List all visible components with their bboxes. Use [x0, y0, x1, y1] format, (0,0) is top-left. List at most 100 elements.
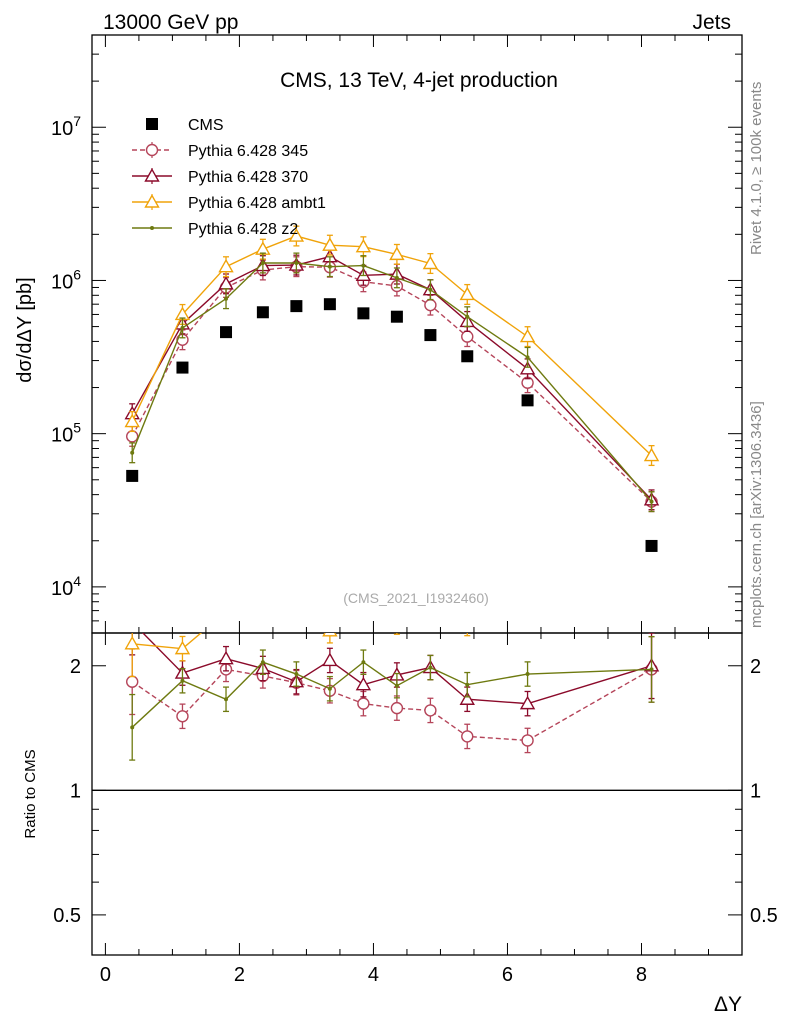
- cms-data-point: [290, 300, 303, 313]
- ratio-point-ambt1: [220, 605, 233, 617]
- point-z2: [180, 325, 185, 330]
- series-layer: [124, 225, 660, 761]
- point-ambt1: [519, 328, 536, 343]
- point-ambt1: [459, 286, 475, 301]
- cms-data-point: [323, 298, 336, 311]
- point-z2: [394, 275, 399, 280]
- ratio-y-axis-label: Ratio to CMS: [22, 749, 39, 838]
- mcplots-url-label: mcplots.cern.ch [arXiv:1306.3436]: [748, 401, 765, 628]
- legend-marker-ambt1: [144, 194, 160, 208]
- ratio-point-370: [519, 695, 536, 710]
- process-label: Jets: [692, 11, 731, 34]
- ratio-line-370: [141, 633, 652, 705]
- ratio-point-z2: [260, 660, 265, 665]
- point-ambt1: [124, 413, 140, 428]
- axis-ticks: 0 2 4 6 8 104 105 106 107 0.5 0.5 1 1 2 2: [51, 34, 778, 986]
- ratio-point-z2: [465, 682, 470, 687]
- ratio-point-370: [218, 650, 234, 665]
- ratio-point-345: [390, 701, 404, 715]
- point-ambt1: [255, 241, 271, 255]
- x-tick-label: 8: [636, 964, 647, 986]
- ratio-point-345: [126, 675, 139, 688]
- point-345: [461, 330, 474, 343]
- ratio-tick-label: 0.5: [53, 905, 81, 927]
- x-axis-label: ΔY: [714, 993, 742, 1016]
- ratio-point-ambt1: [390, 616, 403, 628]
- ratio-point-z2: [525, 672, 530, 677]
- point-z2: [525, 355, 530, 360]
- ratio-point-z2: [649, 667, 654, 672]
- ratio-line-345: [131, 668, 652, 742]
- ratio-point-370: [322, 652, 338, 667]
- cms-data-point: [390, 310, 403, 323]
- ratio-point-370: [459, 691, 475, 705]
- y-tick-label: 104: [51, 573, 81, 600]
- series-line-z2: [131, 262, 653, 503]
- legend-label-ambt1: Pythia 6.428 ambt1: [188, 195, 326, 212]
- cms-data-point: [220, 326, 233, 339]
- point-z2: [327, 264, 332, 269]
- legend-label-z2: Pythia 6.428 z2: [188, 221, 298, 238]
- cms-data-point: [521, 394, 534, 407]
- main-panel-series: [124, 225, 660, 552]
- point-z2: [224, 296, 229, 301]
- ratio-point-z2: [130, 725, 135, 730]
- ratio-point-370: [126, 616, 139, 628]
- legend-marker-cms: [146, 118, 158, 130]
- series-line-345: [131, 265, 653, 503]
- point-z2: [428, 287, 433, 292]
- cms-data-point: [176, 361, 189, 374]
- ratio-point-ambt1: [256, 612, 269, 624]
- cms-data-point: [126, 469, 139, 482]
- ratio-tick-label: 1: [70, 780, 81, 802]
- analysis-watermark: (CMS_2021_I1932460): [343, 590, 489, 606]
- ratio-point-z2: [394, 683, 399, 688]
- cms-data-point: [256, 306, 269, 319]
- ratio-point-ambt1: [124, 635, 140, 650]
- ratio-point-z2: [361, 660, 366, 665]
- point-z2: [361, 263, 366, 268]
- ratio-point-z2: [224, 697, 229, 702]
- series-line-370: [131, 255, 653, 501]
- point-ambt1: [389, 246, 405, 261]
- point-ambt1: [322, 237, 338, 251]
- ratio-panel-series: [124, 592, 660, 761]
- y-tick-label: 105: [51, 420, 81, 447]
- series-line-ambt1: [131, 235, 653, 457]
- legend: CMS Pythia 6.428 345 Pythia 6.428 370 Pythi…: [132, 117, 326, 238]
- ratio-point-345: [176, 710, 189, 723]
- point-345: [424, 298, 437, 312]
- x-tick-label: 4: [368, 964, 379, 986]
- y-axis-label: dσ/dΔY [pb]: [14, 277, 36, 382]
- ratio-point-ambt1: [521, 612, 534, 624]
- legend-marker-370: [144, 168, 160, 182]
- legend-label-370: Pythia 6.428 370: [188, 169, 308, 186]
- point-ambt1: [288, 228, 305, 242]
- point-ambt1: [643, 447, 660, 462]
- point-370: [519, 360, 536, 375]
- ratio-point-z2: [180, 678, 185, 683]
- ratio-tick-label-right: 1: [750, 780, 761, 802]
- ratio-line-z2: [131, 661, 652, 728]
- point-ambt1: [218, 258, 234, 273]
- ratio-point-ambt1: [174, 640, 191, 655]
- ratio-point-345: [424, 704, 437, 717]
- legend-marker-345: [145, 143, 159, 157]
- y-tick-label: 106: [51, 266, 81, 293]
- ratio-point-ambt1: [322, 633, 338, 637]
- point-370: [218, 275, 234, 290]
- rivet-version-label: Rivet 4.1.0, ≥ 100k events: [748, 82, 765, 255]
- point-ambt1: [422, 255, 439, 270]
- ratio-point-z2: [327, 686, 332, 691]
- ratio-point-345: [461, 730, 474, 743]
- ratio-point-345: [357, 697, 370, 710]
- cms-data-point: [357, 307, 370, 320]
- point-z2: [130, 450, 135, 455]
- point-ambt1: [355, 238, 372, 253]
- legend-label-345: Pythia 6.428 345: [188, 143, 308, 160]
- energy-label: 13000 GeV pp: [103, 11, 238, 34]
- x-tick-label: 0: [100, 964, 111, 986]
- point-z2: [649, 499, 654, 504]
- ratio-point-ambt1: [290, 592, 303, 604]
- ratio-point-z2: [294, 672, 299, 677]
